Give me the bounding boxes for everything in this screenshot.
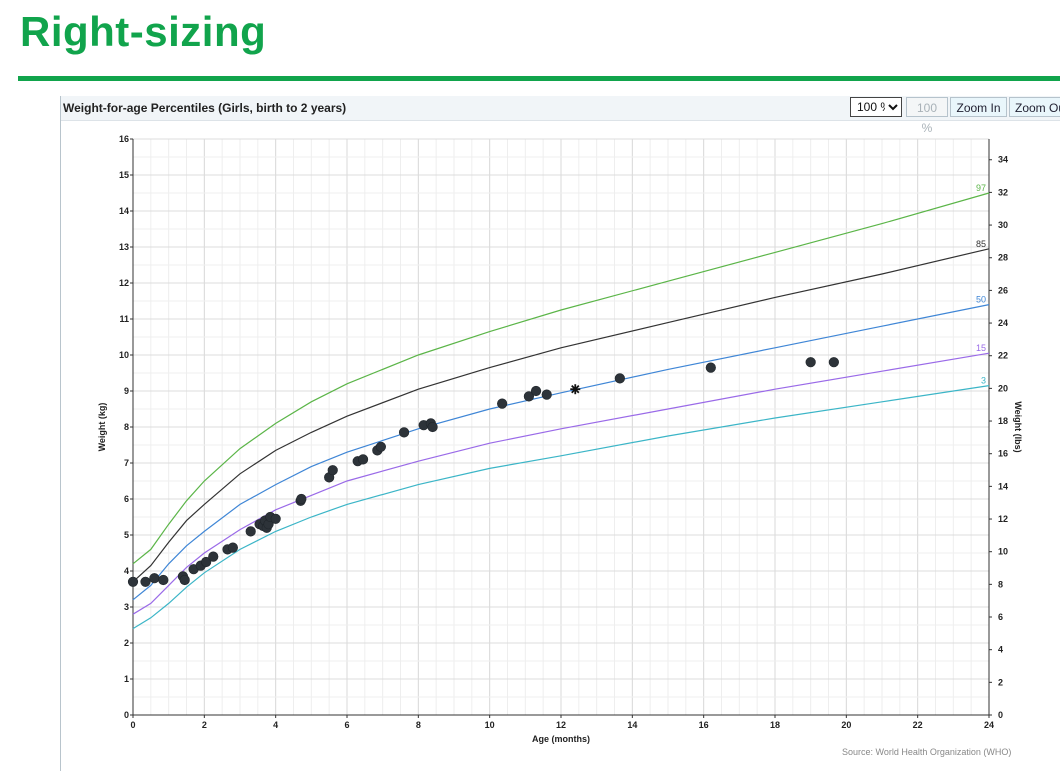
y2-tick-label: 20 bbox=[998, 383, 1008, 393]
percentile-97-label: 97 bbox=[976, 183, 986, 193]
x-tick-label: 14 bbox=[627, 720, 637, 730]
x-tick-label: 22 bbox=[913, 720, 923, 730]
measurement-point bbox=[614, 373, 625, 384]
x-tick-label: 18 bbox=[770, 720, 780, 730]
measurement-point bbox=[828, 357, 839, 368]
y-tick-label: 7 bbox=[124, 458, 129, 468]
percentile-15-label: 15 bbox=[976, 343, 986, 353]
measurement-point bbox=[327, 465, 338, 476]
y-tick-label: 9 bbox=[124, 386, 129, 396]
measurement-point bbox=[705, 362, 716, 373]
percentile-15-line bbox=[132, 352, 990, 615]
y-tick-label: 15 bbox=[119, 170, 129, 180]
measurement-point bbox=[398, 427, 410, 438]
percentile-3-line bbox=[132, 385, 990, 630]
measurement-point bbox=[245, 526, 256, 537]
asterisk-stroke bbox=[571, 385, 580, 394]
reset-zoom-button[interactable]: 100 % bbox=[906, 97, 948, 135]
measurement-point bbox=[208, 551, 219, 562]
zoom-level-select[interactable]: 100 % bbox=[850, 97, 902, 117]
percentile-50-label: 50 bbox=[976, 295, 986, 305]
y-tick-label: 13 bbox=[119, 242, 129, 252]
y2-axis-title: Weight (lbs) bbox=[1013, 401, 1023, 452]
chart-title: Weight-for-age Percentiles (Girls, birth… bbox=[63, 101, 347, 115]
y2-tick-label: 28 bbox=[998, 253, 1008, 263]
y2-tick-label: 14 bbox=[998, 481, 1008, 491]
y2-tick-label: 6 bbox=[998, 612, 1003, 622]
y2-tick-label: 32 bbox=[998, 187, 1008, 197]
measurement-point bbox=[149, 573, 160, 584]
measurement-point bbox=[497, 398, 508, 409]
chart-toolbar: Weight-for-age Percentiles (Girls, birth… bbox=[61, 96, 1060, 135]
y2-tick-label: 12 bbox=[998, 514, 1008, 524]
y-tick-label: 8 bbox=[124, 422, 129, 432]
x-axis-title: Age (months) bbox=[532, 734, 590, 744]
y2-tick-label: 8 bbox=[998, 579, 1003, 589]
y2-tick-label: 30 bbox=[998, 220, 1008, 230]
growth-chart: 0 2 4 6 8 10 12 14 16 18 20 22 240123456789101112131… bbox=[97, 134, 1023, 744]
measurement-point bbox=[375, 441, 386, 452]
y-tick-label: 0 bbox=[124, 710, 129, 720]
y-tick-label: 6 bbox=[124, 494, 129, 504]
measurement-point bbox=[296, 493, 307, 505]
slide-title: Right-sizing bbox=[20, 8, 267, 55]
y2-tick-label: 10 bbox=[998, 547, 1008, 557]
x-tick-label: 24 bbox=[984, 720, 994, 730]
x-tick-label: 12 bbox=[556, 720, 566, 730]
growth-chart-panel: 0 2 4 6 8 10 12 14 16 18 20 22 24 0 1 2 3 4 5 6 7 8 9 10 11 12 13 1… bbox=[60, 96, 1060, 771]
x-tick-label: 4 bbox=[273, 720, 278, 730]
measurement-point bbox=[140, 576, 151, 587]
percentile-97-line bbox=[132, 192, 990, 565]
x-tick-label: 20 bbox=[841, 720, 851, 730]
percentile-85-line bbox=[132, 248, 990, 583]
y2-tick-label: 26 bbox=[998, 285, 1008, 295]
measurement-point bbox=[541, 389, 552, 400]
measurement-point bbox=[427, 421, 438, 433]
x-tick-label: 8 bbox=[416, 720, 421, 730]
y-tick-label: 2 bbox=[124, 638, 129, 648]
measurement-point bbox=[127, 576, 139, 587]
measurement-point bbox=[227, 542, 238, 553]
y2-tick-label: 22 bbox=[998, 351, 1008, 361]
y2-tick-label: 34 bbox=[998, 155, 1008, 165]
y2-tick-label: 4 bbox=[998, 645, 1003, 655]
y2-tick-label: 24 bbox=[998, 318, 1008, 328]
y-tick-label: 5 bbox=[124, 530, 129, 540]
y-tick-label: 10 bbox=[119, 350, 129, 360]
y-tick-label: 1 bbox=[124, 674, 129, 684]
y-tick-label: 11 bbox=[119, 314, 129, 324]
measurement-point bbox=[530, 385, 542, 397]
y2-tick-label: 0 bbox=[998, 710, 1003, 720]
percentile-85-label: 85 bbox=[976, 239, 986, 249]
zoom-in-button[interactable]: Zoom In bbox=[950, 97, 1007, 117]
y-tick-label: 12 bbox=[119, 278, 129, 288]
y2-tick-label: 16 bbox=[998, 449, 1008, 459]
x-tick-label: 10 bbox=[485, 720, 495, 730]
y-tick-label: 4 bbox=[124, 566, 129, 576]
percentile-50-line bbox=[132, 304, 990, 601]
current-measurement-marker bbox=[570, 384, 581, 395]
title-underline bbox=[18, 76, 1060, 81]
percentile-3-label: 3 bbox=[981, 376, 986, 386]
measurement-point bbox=[523, 391, 535, 402]
y-tick-label: 14 bbox=[119, 206, 129, 216]
measurement-point bbox=[158, 574, 169, 586]
measurement-point bbox=[805, 357, 816, 368]
y-tick-label: 3 bbox=[124, 602, 129, 612]
y2-tick-label: 18 bbox=[998, 416, 1008, 426]
measurement-point bbox=[179, 574, 190, 586]
measurement-point bbox=[201, 556, 212, 568]
x-tick-label: 2 bbox=[202, 720, 207, 730]
source-note: Source: World Health Organization (WHO) bbox=[842, 747, 1012, 757]
y2-tick-label: 2 bbox=[998, 677, 1003, 687]
zoom-out-button[interactable]: Zoom Out bbox=[1009, 97, 1060, 117]
y-axis-title: Weight (kg) bbox=[97, 403, 107, 452]
measurement-point bbox=[357, 454, 369, 465]
x-tick-label: 0 bbox=[130, 720, 135, 730]
y-tick-label: 16 bbox=[119, 134, 129, 144]
x-tick-label: 6 bbox=[344, 720, 349, 730]
measurement-point bbox=[270, 513, 281, 524]
x-tick-label: 16 bbox=[699, 720, 709, 730]
